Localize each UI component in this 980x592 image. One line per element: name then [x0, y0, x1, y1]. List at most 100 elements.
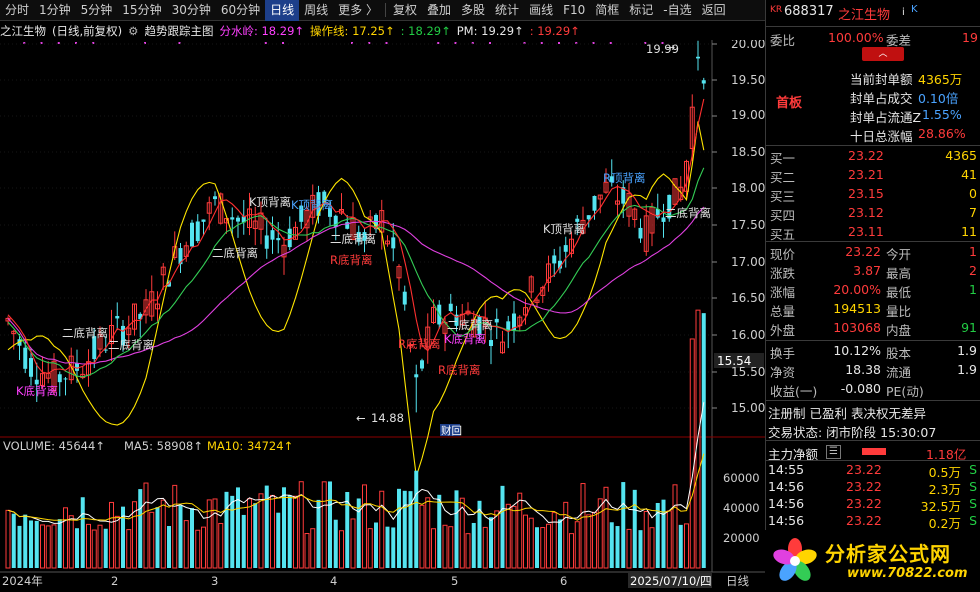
r-top-label: R顶背离 — [603, 171, 646, 185]
candle-body — [155, 303, 160, 310]
mark-button[interactable]: 标记 — [629, 2, 654, 17]
period-tab-week[interactable]: 周线 — [304, 2, 329, 17]
volume-bar — [638, 530, 643, 568]
volume-bar — [597, 498, 603, 569]
volume-bar — [425, 497, 431, 569]
candle-body — [276, 238, 281, 241]
back-button[interactable]: 返回 — [701, 2, 726, 17]
tick-side: S — [969, 496, 977, 511]
volume-bar — [230, 495, 235, 568]
volume-bar — [356, 498, 361, 568]
caihui-label: 财回 — [441, 424, 462, 437]
stat-value: 3.87 — [853, 263, 881, 278]
stat-value: 2 — [969, 263, 977, 278]
table-icon[interactable]: ☰ — [826, 445, 841, 459]
expand-button[interactable]: ︿ — [862, 47, 904, 61]
info-icon[interactable]: i — [902, 7, 905, 18]
volume-bar — [80, 497, 85, 568]
period-tab-day[interactable]: 日线 — [265, 0, 300, 21]
candle-body — [649, 206, 655, 234]
candle-body — [97, 334, 103, 350]
price-tick: 20.00 — [731, 40, 765, 51]
f10-button[interactable]: F10 — [563, 2, 586, 17]
stat-label: 最低 — [886, 285, 912, 300]
second-bottom-label: 二底背离 — [665, 206, 711, 220]
stat-value: 20.00% — [833, 282, 881, 297]
period-tab-fenshi[interactable]: 分时 — [5, 2, 30, 17]
volume-bar — [431, 528, 436, 569]
r-bottom-label: R底背离 — [398, 337, 441, 351]
period-tab-60min[interactable]: 60分钟 — [220, 2, 261, 17]
stat-label: 最高 — [886, 266, 912, 281]
net-flow-bar — [862, 448, 886, 455]
stat-row: 涨跌 3.87 最高 2 — [766, 261, 980, 281]
volume-bar — [535, 527, 539, 568]
net-flow-row: 主力净额 ☰ 1.18亿 — [766, 442, 980, 462]
volume-bar — [374, 522, 378, 568]
volume-bar — [57, 519, 62, 568]
candle-body — [299, 205, 304, 222]
volume-bar — [270, 494, 275, 569]
multi-stock-button[interactable]: 多股 — [461, 2, 486, 17]
tick-volume: 2.3万 — [928, 482, 961, 497]
candle-body — [178, 248, 183, 265]
current-price-tag — [714, 353, 764, 368]
fsl-value: 分水岭: 18.29↑ — [219, 24, 305, 38]
volume-bar — [121, 506, 125, 568]
period-tab-15min[interactable]: 15分钟 — [122, 2, 162, 17]
volume-bar — [333, 519, 338, 568]
volume-bar — [408, 491, 413, 568]
period-tab-1min[interactable]: 1分钟 — [39, 2, 71, 17]
gear-icon[interactable]: ⚙ — [128, 24, 139, 38]
pm-value: PM: 19.29↑ — [456, 24, 524, 38]
candle-body — [362, 232, 367, 241]
indicator-name[interactable]: 趋势跟踪主图 — [144, 24, 214, 38]
stat2-value: 10.12% — [833, 343, 881, 358]
candle-body — [512, 313, 516, 330]
x-axis-label: 2 — [111, 574, 118, 588]
period-tab-more[interactable]: 更多 〉 — [338, 2, 378, 17]
candle-body — [592, 195, 597, 211]
x-axis-label: 3 — [211, 574, 218, 588]
tick-volume: 32.5万 — [920, 499, 961, 514]
flower-logo-icon — [773, 538, 817, 581]
x-axis-label: 2024年 — [2, 574, 43, 588]
candle-body — [230, 217, 235, 220]
caihui-badge[interactable] — [440, 424, 460, 436]
kr-tag: KR — [770, 5, 783, 15]
candle-body — [414, 374, 419, 378]
candle-body — [264, 235, 269, 249]
volume-bar — [310, 528, 316, 569]
volume-bar — [23, 514, 28, 568]
chart-mode: (日线,前复权) — [52, 24, 123, 38]
stat2-row: 收益(一) -0.080 PE(动) — [766, 379, 980, 399]
draw-line-button[interactable]: 画线 — [529, 2, 554, 17]
overlay-button[interactable]: 叠加 — [427, 2, 452, 17]
stat-label: 涨幅 — [770, 285, 796, 300]
second-bottom-label: 二底背离 — [108, 338, 154, 352]
candle-body — [103, 349, 108, 351]
candle-body — [632, 208, 638, 221]
kline-chart[interactable]: 20.00 19.50 19.00 18.50 18.00 17.50 17.0… — [0, 40, 765, 592]
simple-frame-button[interactable]: 简框 — [595, 2, 620, 17]
price-tick: 18.00 — [731, 181, 765, 195]
period-tab-5min[interactable]: 5分钟 — [80, 2, 113, 17]
tick-side: S — [969, 462, 977, 477]
price-tick: 15.00 — [731, 401, 765, 415]
k-icon[interactable]: K — [911, 4, 918, 15]
stat2-value: 1.9 — [957, 343, 977, 358]
remove-watchlist-button[interactable]: -自选 — [663, 2, 692, 17]
candle-body — [643, 215, 649, 252]
volume-bar — [34, 520, 39, 568]
period-tab-30min[interactable]: 30分钟 — [171, 2, 211, 17]
stats-button[interactable]: 统计 — [495, 2, 520, 17]
period-switch-button[interactable]: 日线 — [726, 574, 749, 588]
bid-volume: 0 — [969, 186, 977, 201]
candle-body — [667, 194, 672, 219]
candle-body — [121, 325, 125, 346]
bid-label: 买三 — [770, 189, 796, 204]
volume-bar — [328, 481, 332, 568]
x-axis-label: 5 — [451, 574, 458, 588]
fuquan-button[interactable]: 复权 — [393, 2, 418, 17]
stat-value: 1 — [969, 244, 977, 259]
